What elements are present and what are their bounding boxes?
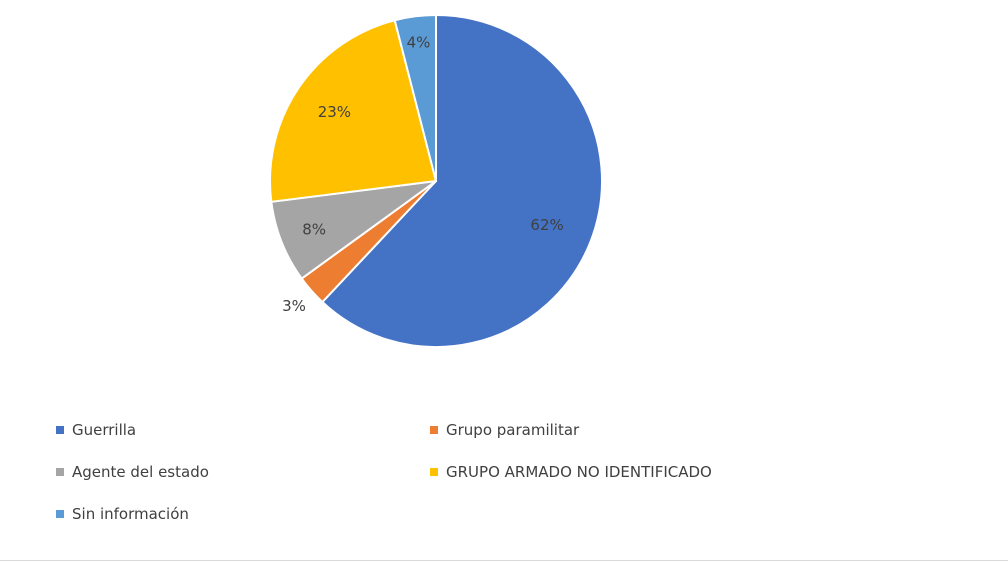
legend-label: Guerrilla — [72, 421, 137, 439]
legend-item: Sin información — [56, 504, 430, 524]
slice-data-label: 62% — [530, 216, 563, 234]
chart-legend: Guerrilla Grupo paramilitar Agente del est… — [56, 420, 996, 524]
legend-item: GRUPO ARMADO NO IDENTIFICADO — [430, 462, 990, 482]
pie-slice — [393, 13, 437, 182]
legend-label: Sin información — [72, 505, 189, 523]
slice-data-label: 23% — [318, 103, 351, 121]
legend-item: Guerrilla — [56, 420, 430, 440]
slice-data-label: 8% — [302, 220, 326, 238]
legend-item: Grupo paramilitar — [430, 420, 990, 440]
legend-label: Agente del estado — [72, 463, 209, 481]
legend-label: Grupo paramilitar — [446, 421, 580, 439]
pie-slice — [269, 19, 438, 203]
legend-swatch — [56, 468, 64, 476]
slice-data-label: 4% — [407, 34, 431, 52]
legend-swatch — [430, 468, 438, 476]
legend-label: GRUPO ARMADO NO IDENTIFICADO — [446, 463, 712, 481]
legend-swatch — [56, 426, 64, 434]
legend-swatch — [56, 510, 64, 518]
pie-chart: 62% 3% 8% 23% 4% — [269, 13, 603, 348]
legend-swatch — [430, 426, 438, 434]
bottom-divider — [0, 560, 1008, 561]
slice-data-label: 3% — [282, 297, 306, 315]
pie-slice — [320, 13, 603, 348]
legend-item: Agente del estado — [56, 462, 430, 482]
